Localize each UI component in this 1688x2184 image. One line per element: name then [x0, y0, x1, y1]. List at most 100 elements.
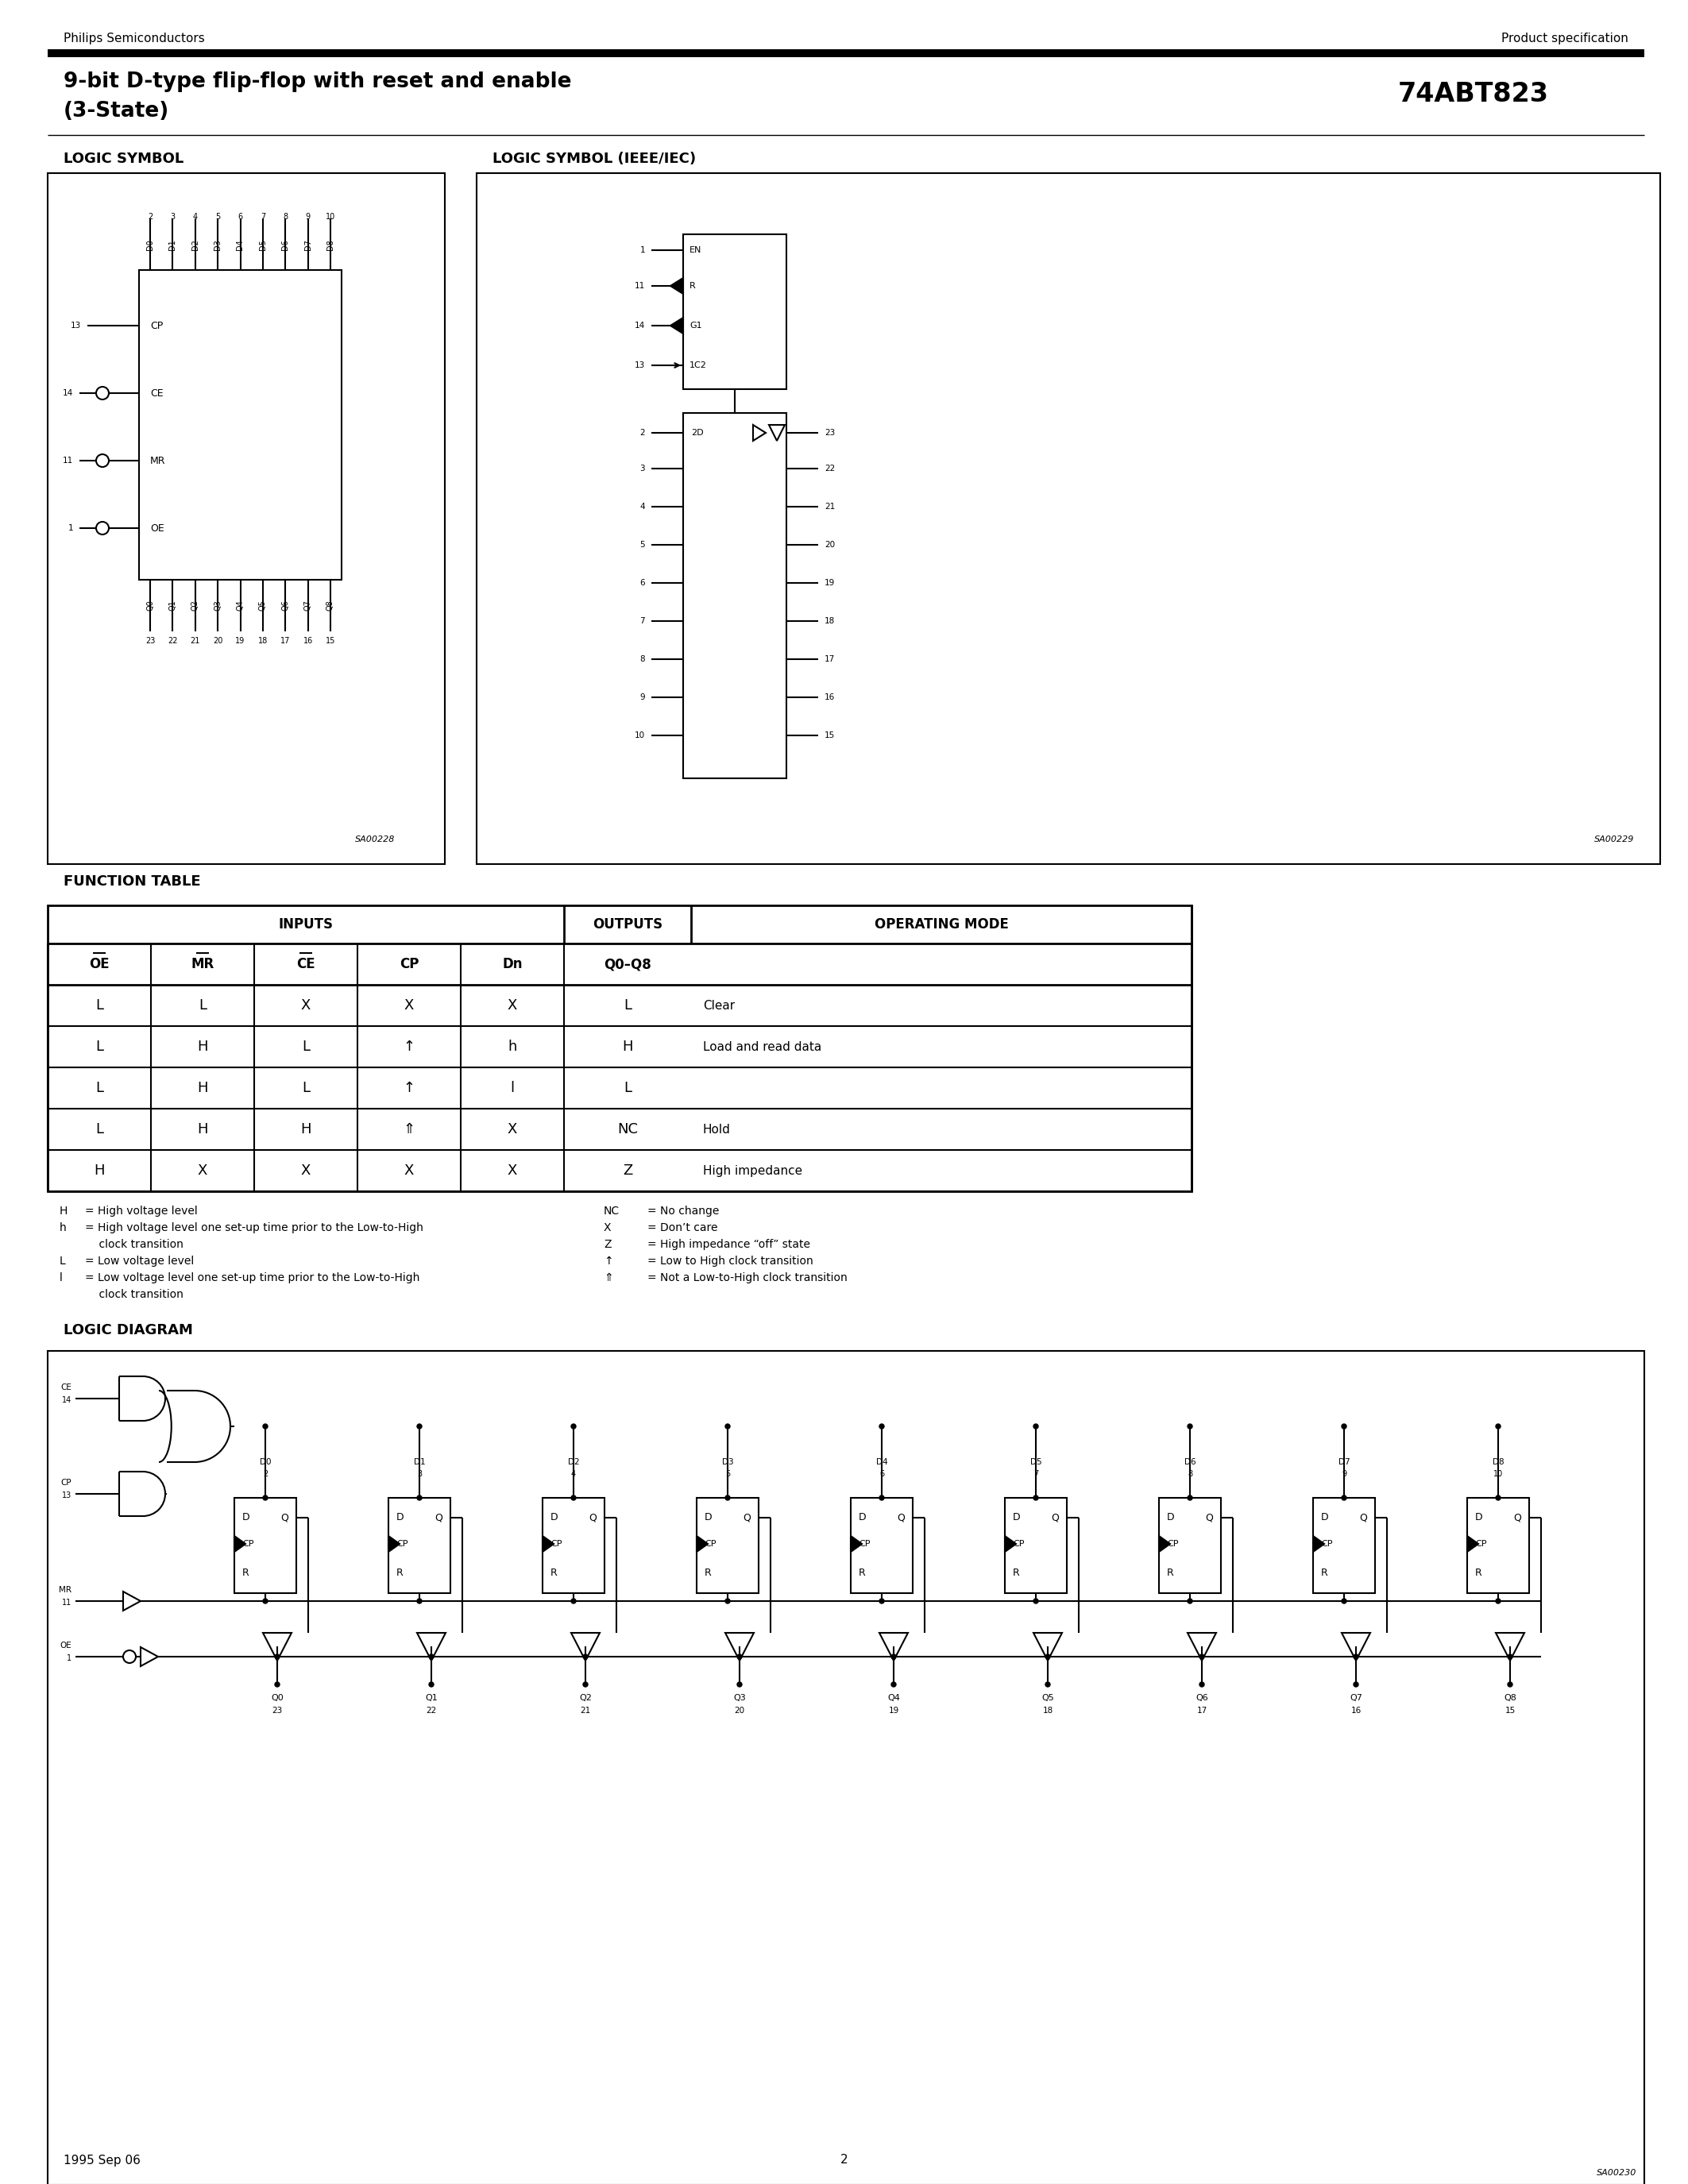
Circle shape [738, 1653, 743, 1660]
Bar [1004, 1498, 1067, 1592]
Text: X: X [197, 1164, 208, 1177]
Bar [47, 173, 446, 865]
Text: D: D [1166, 1514, 1175, 1522]
Text: 14: 14 [62, 1396, 71, 1404]
Text: High impedance: High impedance [702, 1164, 802, 1177]
Text: D0: D0 [260, 1459, 272, 1465]
Text: 23: 23 [272, 1706, 282, 1714]
Text: = High impedance “off” state: = High impedance “off” state [648, 1238, 810, 1249]
Text: 17: 17 [824, 655, 836, 664]
Circle shape [429, 1682, 434, 1686]
Bar [235, 1498, 297, 1592]
Text: = Low voltage level one set-up time prior to the Low-to-High: = Low voltage level one set-up time prio… [84, 1273, 420, 1284]
Text: Q6: Q6 [282, 601, 289, 612]
Text: Q6: Q6 [1195, 1695, 1209, 1701]
Text: OE: OE [150, 522, 164, 533]
Text: 4: 4 [571, 1470, 576, 1479]
Text: Z: Z [623, 1164, 633, 1177]
Text: 16: 16 [304, 638, 312, 644]
Bar [47, 906, 1192, 1190]
Text: Dn: Dn [503, 957, 523, 972]
Text: 21: 21 [581, 1706, 591, 1714]
Text: 10: 10 [1494, 1470, 1502, 1479]
Text: L: L [59, 1256, 66, 1267]
Circle shape [1496, 1424, 1501, 1428]
Text: Q4: Q4 [236, 601, 245, 612]
Text: 8: 8 [1188, 1470, 1192, 1479]
Text: R: R [243, 1568, 250, 1579]
Circle shape [1188, 1599, 1192, 1603]
Text: 10: 10 [635, 732, 645, 740]
Text: LOGIC SYMBOL (IEEE/IEC): LOGIC SYMBOL (IEEE/IEC) [493, 151, 695, 166]
Text: Q: Q [280, 1514, 289, 1522]
Text: D: D [550, 1514, 559, 1522]
Text: D8: D8 [326, 240, 334, 251]
Text: X: X [604, 1223, 611, 1234]
Text: Q5: Q5 [258, 601, 267, 612]
Text: ↑: ↑ [403, 1040, 415, 1055]
Text: OE: OE [59, 1642, 71, 1649]
Text: EN: EN [689, 247, 702, 253]
Circle shape [1045, 1653, 1050, 1660]
Circle shape [275, 1682, 280, 1686]
Text: R: R [1013, 1568, 1020, 1579]
Text: D: D [243, 1514, 250, 1522]
Text: Q1: Q1 [425, 1695, 437, 1701]
Text: CP: CP [550, 1540, 562, 1548]
Circle shape [1496, 1496, 1501, 1500]
Text: CP: CP [243, 1540, 253, 1548]
Circle shape [1507, 1653, 1512, 1660]
Text: h: h [508, 1040, 517, 1055]
Text: 1: 1 [68, 524, 73, 533]
Text: L: L [623, 998, 631, 1013]
Text: Q: Q [434, 1514, 442, 1522]
Text: OPERATING MODE: OPERATING MODE [874, 917, 1008, 933]
Text: ↑: ↑ [604, 1256, 613, 1267]
Polygon shape [1313, 1535, 1323, 1553]
Circle shape [429, 1653, 434, 1660]
Circle shape [582, 1682, 587, 1686]
Bar [476, 173, 1661, 865]
Text: CP: CP [400, 957, 419, 972]
Circle shape [1045, 1682, 1050, 1686]
Text: CP: CP [859, 1540, 871, 1548]
Text: D1: D1 [414, 1459, 425, 1465]
Circle shape [1342, 1424, 1347, 1428]
Text: h: h [59, 1223, 66, 1234]
Text: 20: 20 [824, 542, 836, 548]
Text: X: X [300, 1164, 311, 1177]
Text: H: H [59, 1206, 68, 1216]
Circle shape [726, 1599, 729, 1603]
Text: 23: 23 [824, 428, 836, 437]
Text: D2: D2 [567, 1459, 579, 1465]
Text: X: X [508, 1164, 517, 1177]
Circle shape [1354, 1653, 1359, 1660]
Text: R: R [1475, 1568, 1482, 1579]
Bar [542, 1498, 604, 1592]
Text: 2: 2 [640, 428, 645, 437]
Circle shape [1342, 1599, 1347, 1603]
Text: D6: D6 [1185, 1459, 1195, 1465]
Text: Q3: Q3 [733, 1695, 746, 1701]
Text: ⇑: ⇑ [403, 1123, 415, 1136]
Bar [1160, 1498, 1220, 1592]
Circle shape [738, 1682, 743, 1686]
Text: R: R [550, 1568, 557, 1579]
Text: 19: 19 [888, 1706, 900, 1714]
Text: D: D [1475, 1514, 1482, 1522]
Text: D7: D7 [1339, 1459, 1350, 1465]
Text: OUTPUTS: OUTPUTS [592, 917, 662, 933]
Text: Q: Q [1359, 1514, 1367, 1522]
Text: D4: D4 [876, 1459, 888, 1465]
Text: L: L [95, 1123, 103, 1136]
Text: Q2: Q2 [579, 1695, 592, 1701]
Text: 2D: 2D [690, 428, 704, 437]
Text: D0: D0 [147, 240, 154, 251]
Text: NC: NC [618, 1123, 638, 1136]
Polygon shape [670, 277, 684, 295]
Text: CP: CP [150, 321, 164, 330]
Text: 5: 5 [726, 1470, 731, 1479]
Text: l: l [59, 1273, 62, 1284]
Polygon shape [388, 1535, 400, 1553]
Circle shape [879, 1496, 885, 1500]
